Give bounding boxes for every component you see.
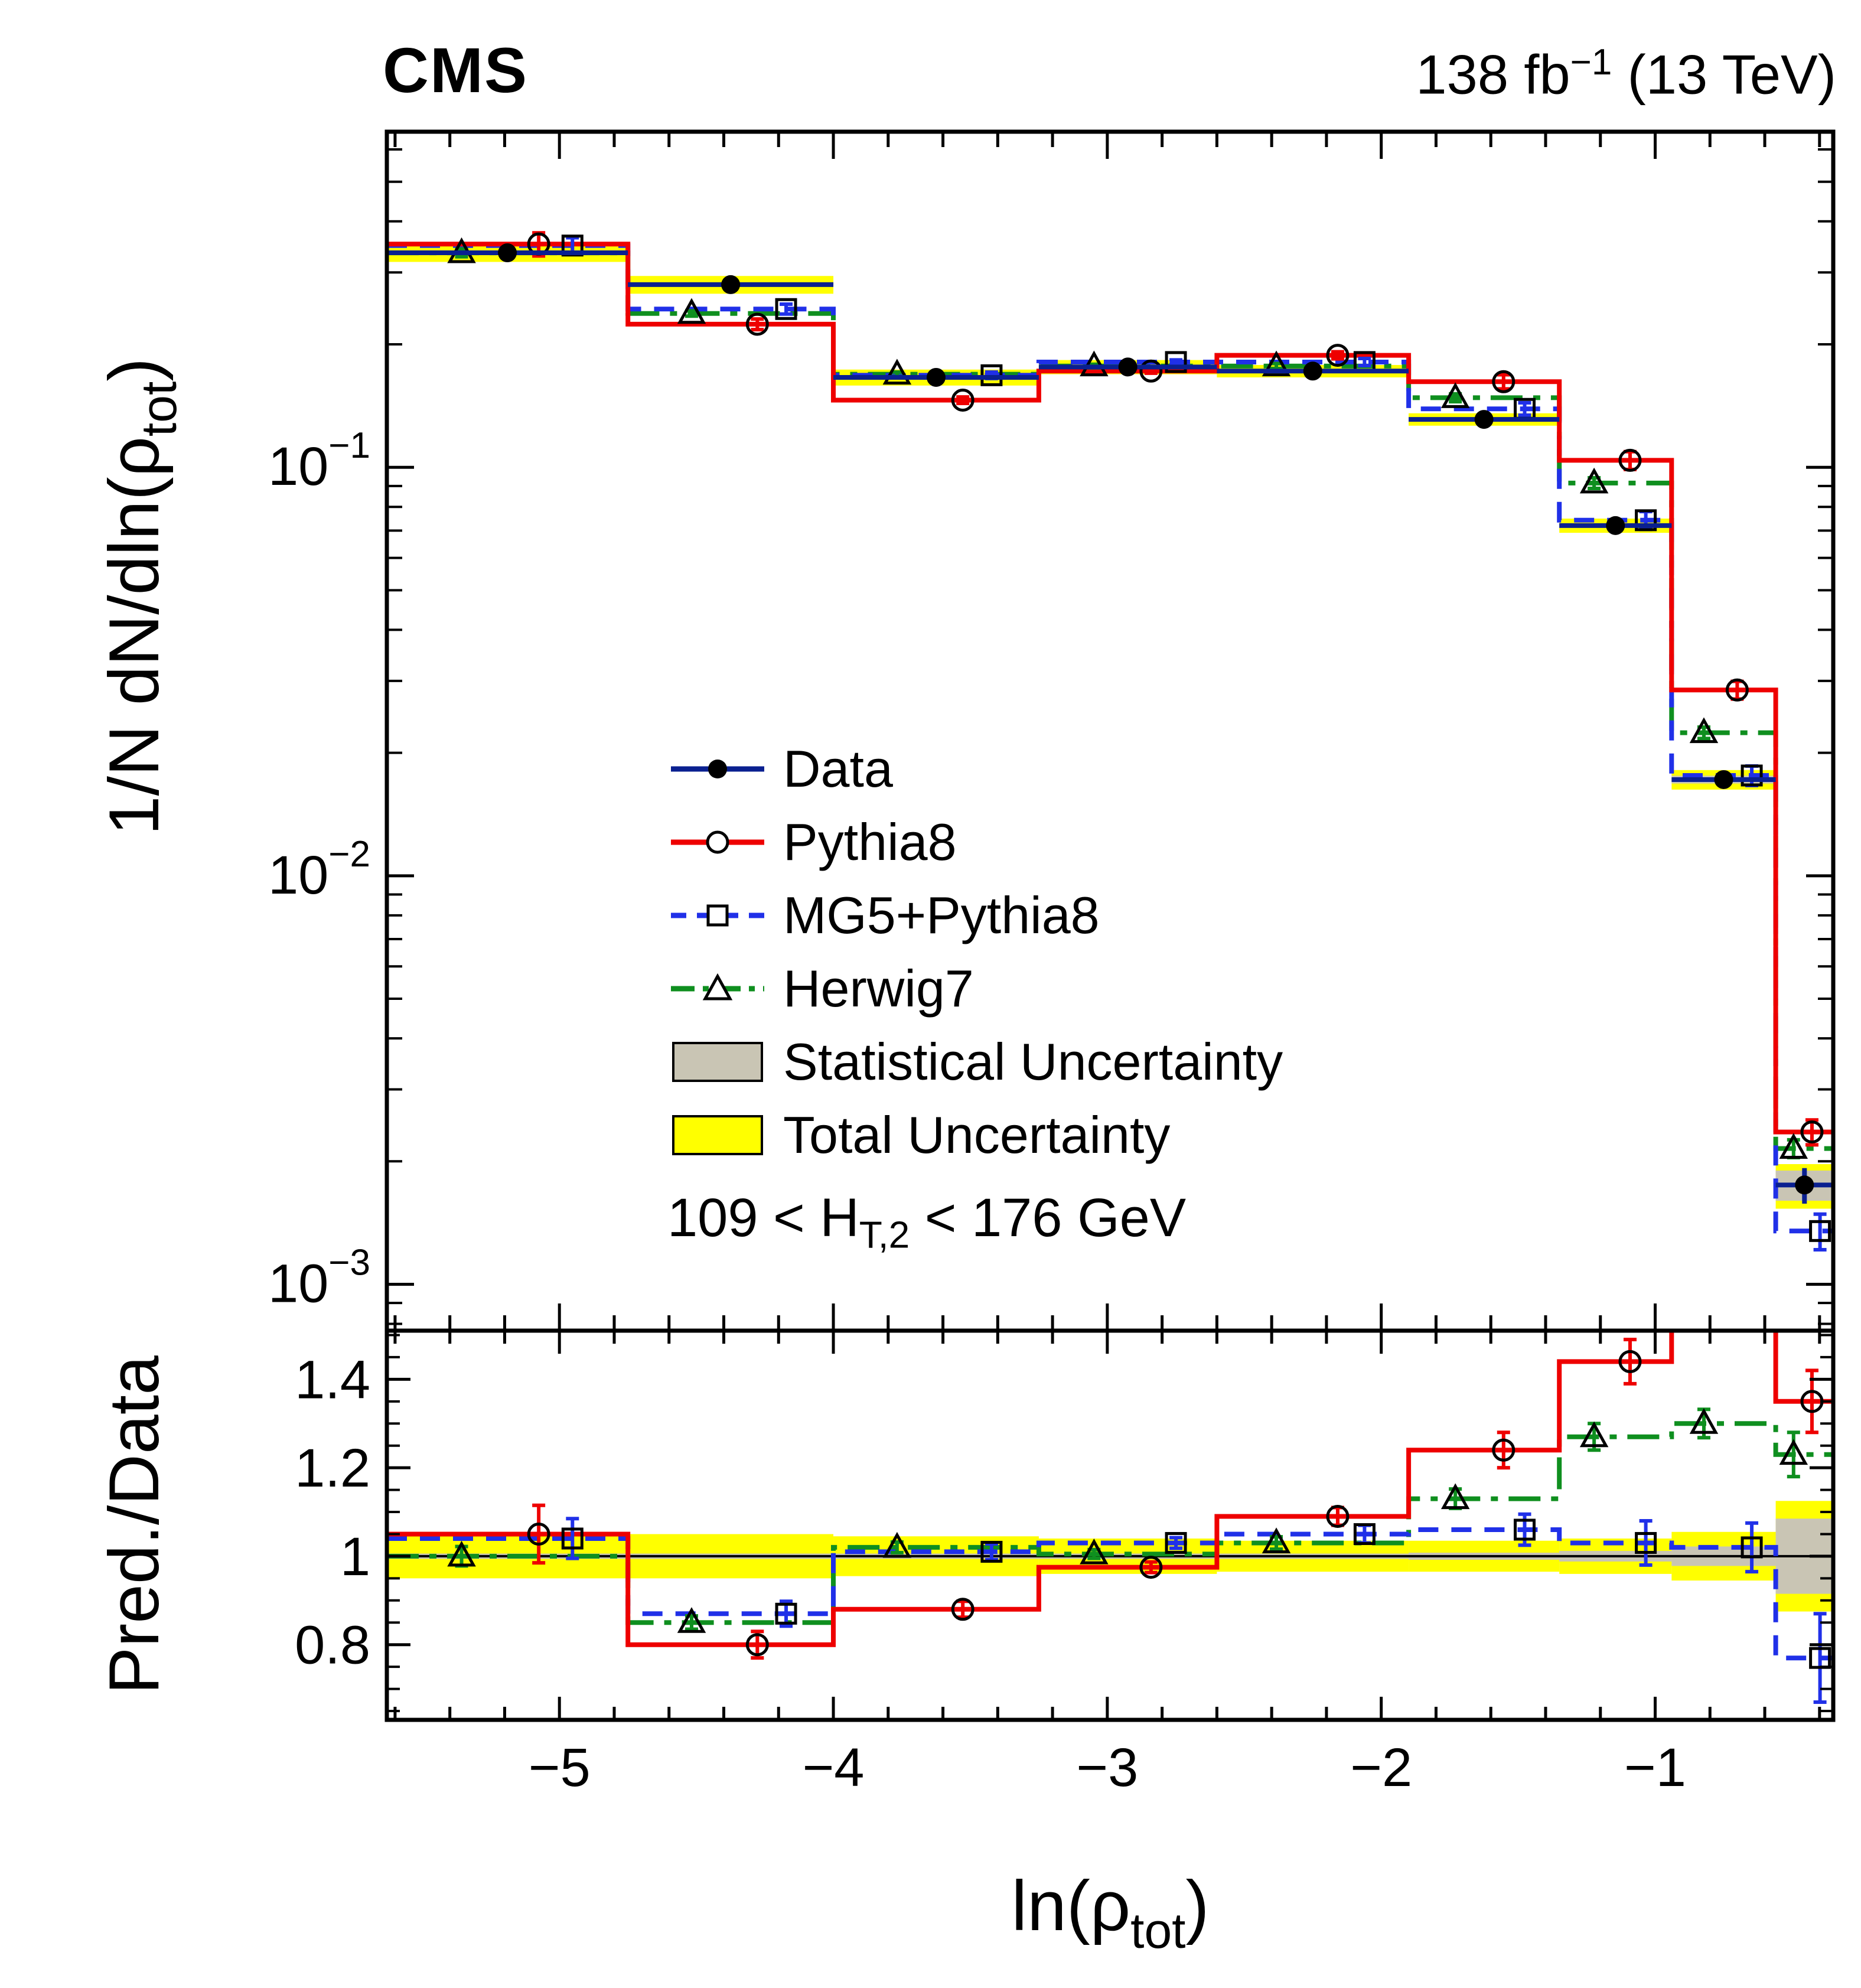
svg-text:−4: −4 xyxy=(803,1738,865,1798)
svg-text:0.8: 0.8 xyxy=(295,1615,370,1676)
lumi-exponent: −1 xyxy=(1570,42,1612,83)
total-uncertainty-swatch-icon xyxy=(672,1115,763,1155)
legend-item-stat-uncertainty: Statistical Uncertainty xyxy=(667,1025,1283,1099)
luminosity-label: 138 fb−1 (13 TeV) xyxy=(1416,41,1836,106)
top-y-axis-title: 1/N dN/dln(ρtot) xyxy=(94,358,187,836)
legend-item-herwig7: Herwig7 xyxy=(667,952,1283,1025)
selection-cut-label: 109 < HT,2 < 176 GeV xyxy=(667,1188,1187,1256)
svg-text:10−1: 10−1 xyxy=(268,425,370,497)
legend-item-mg5: MG5+Pythia8 xyxy=(667,879,1283,952)
axes-and-ticks: −5 −4 −3 −2 −1 10−1 10−2 10−3 0.8 1 1.2 1.4 xyxy=(268,132,1833,1798)
ratio-panel-frame xyxy=(384,1328,1836,1722)
svg-text:−3: −3 xyxy=(1076,1738,1138,1798)
lumi-value: 138 fb xyxy=(1416,43,1570,106)
legend-item-data: Data xyxy=(667,732,1283,806)
cms-label: CMS xyxy=(383,34,528,106)
legend: Data Pythia8 MG5+Pythia8 Herwig7 xyxy=(667,732,1283,1256)
legend-label: Total Uncertainty xyxy=(783,1106,1171,1164)
data-marker-icon xyxy=(671,760,764,778)
svg-text:1: 1 xyxy=(340,1527,370,1587)
svg-text:−5: −5 xyxy=(529,1738,591,1798)
x-axis-title: ln(ρtot) xyxy=(1012,1866,1210,1958)
legend-item-total-uncertainty: Total Uncertainty xyxy=(667,1099,1283,1172)
data-points xyxy=(387,243,1833,1204)
legend-label: Herwig7 xyxy=(783,959,974,1018)
svg-text:10−3: 10−3 xyxy=(268,1242,370,1314)
svg-text:−2: −2 xyxy=(1350,1738,1412,1798)
generated-chart-content: −5 −4 −3 −2 −1 10−1 10−2 10−3 0.8 1 1.2 1.4 xyxy=(268,129,1836,1798)
legend-label: Statistical Uncertainty xyxy=(783,1032,1283,1091)
mg5-marker-icon xyxy=(671,904,764,927)
svg-text:−1: −1 xyxy=(1624,1738,1686,1798)
svg-text:1.2: 1.2 xyxy=(295,1438,370,1498)
legend-item-pythia8: Pythia8 xyxy=(667,806,1283,879)
pythia8-ratio-histogram xyxy=(387,1331,1833,1647)
lumi-energy: (13 TeV) xyxy=(1612,43,1836,106)
legend-label: MG5+Pythia8 xyxy=(783,886,1100,944)
ratio-mc-markers xyxy=(447,1337,1831,1705)
herwig7-ratio-histogram xyxy=(387,1421,1833,1625)
stat-uncertainty-swatch-icon xyxy=(672,1042,763,1082)
svg-text:10−2: 10−2 xyxy=(268,834,370,905)
herwig7-marker-icon xyxy=(671,973,764,1000)
pythia8-marker-icon xyxy=(671,830,764,854)
pythia8-histogram xyxy=(387,242,1833,1135)
legend-label: Data xyxy=(783,739,893,798)
legend-label: Pythia8 xyxy=(783,813,957,871)
svg-text:1.4: 1.4 xyxy=(295,1350,370,1410)
ratio-y-axis-title: Pred./Data xyxy=(94,1355,174,1694)
